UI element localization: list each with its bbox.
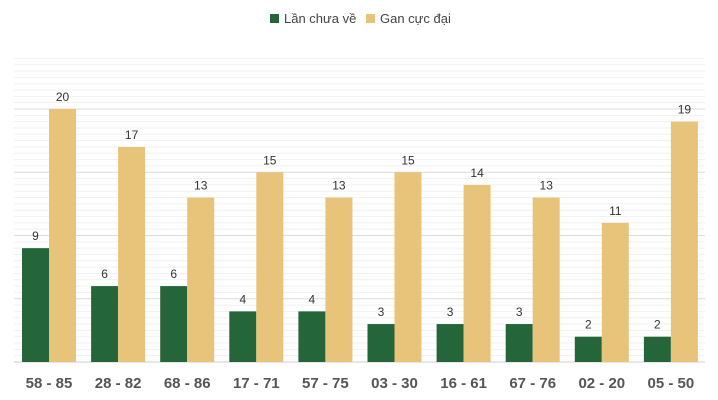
data-label: 13 — [540, 179, 554, 193]
bar-gan-cuc-dai-3[interactable] — [256, 172, 284, 362]
data-label: 17 — [125, 128, 139, 142]
legend-label-gan-cuc-dai: Gan cực đại — [380, 11, 451, 26]
x-tick-label: 03 - 30 — [371, 375, 418, 392]
bar-gan-cuc-dai-2[interactable] — [187, 197, 215, 362]
bar-lan-chua-ve-9[interactable] — [643, 336, 671, 362]
data-label: 4 — [309, 292, 316, 306]
data-label: 3 — [378, 305, 385, 319]
bar-lan-chua-ve-3[interactable] — [229, 311, 257, 362]
data-label: 11 — [609, 204, 622, 218]
value-labels: 9 20 6 17 6 13 4 15 4 13 3 15 3 14 3 13 2 11 2 19 — [32, 90, 691, 332]
x-tick-label: 67 - 76 — [509, 375, 556, 392]
bar-gan-cuc-dai-4[interactable] — [325, 197, 353, 362]
legend-swatch-gan-cuc-dai — [366, 14, 375, 23]
x-tick-label: 58 - 85 — [26, 375, 73, 392]
x-tick-label: 02 - 20 — [578, 375, 625, 392]
bar-lan-chua-ve-6[interactable] — [436, 324, 464, 362]
data-label: 15 — [263, 153, 277, 167]
x-tick-label: 28 - 82 — [95, 375, 142, 392]
data-label: 2 — [654, 318, 661, 332]
bar-lan-chua-ve-5[interactable] — [367, 324, 395, 362]
legend-label-lan-chua-ve: Lần chưa về — [284, 11, 356, 26]
x-tick-label: 16 - 61 — [440, 375, 487, 392]
x-tick-label: 05 - 50 — [648, 375, 695, 392]
bar-lan-chua-ve-1[interactable] — [91, 286, 119, 362]
data-label: 2 — [585, 318, 592, 332]
bar-gan-cuc-dai-1[interactable] — [118, 146, 146, 362]
legend-swatch-lan-chua-ve — [270, 14, 279, 23]
x-axis-ticks: 58 - 85 28 - 82 68 - 86 17 - 71 57 - 75 03 - … — [26, 375, 695, 392]
data-label: 3 — [447, 305, 454, 319]
x-tick-label: 57 - 75 — [302, 375, 349, 392]
bar-gan-cuc-dai-9[interactable] — [670, 121, 698, 363]
legend: Lần chưa về Gan cực đại — [270, 11, 451, 26]
bar-lan-chua-ve-0[interactable] — [22, 248, 49, 362]
data-label: 19 — [678, 103, 692, 117]
data-label: 13 — [194, 179, 208, 193]
data-label: 3 — [516, 305, 523, 319]
bar-lan-chua-ve-4[interactable] — [298, 311, 326, 362]
bar-gan-cuc-dai-0[interactable] — [49, 109, 76, 362]
bar-gan-cuc-dai-5[interactable] — [394, 172, 422, 362]
data-label: 6 — [170, 267, 177, 281]
x-tick-label: 17 - 71 — [233, 375, 280, 392]
data-label: 14 — [470, 166, 484, 180]
bar-lan-chua-ve-7[interactable] — [505, 324, 533, 362]
data-label: 6 — [101, 267, 108, 281]
x-tick-label: 68 - 86 — [164, 375, 211, 392]
data-label: 9 — [32, 229, 39, 243]
bar-gan-cuc-dai-8[interactable] — [601, 222, 629, 362]
data-label: 4 — [239, 292, 246, 306]
data-label: 15 — [401, 153, 415, 167]
bar-lan-chua-ve-8[interactable] — [574, 336, 602, 362]
data-label: 13 — [332, 179, 346, 193]
bar-gan-cuc-dai-7[interactable] — [532, 197, 560, 362]
bar-lan-chua-ve-2[interactable] — [160, 286, 188, 362]
data-label: 20 — [56, 90, 70, 104]
bars — [22, 109, 698, 363]
bar-gan-cuc-dai-6[interactable] — [463, 184, 491, 362]
